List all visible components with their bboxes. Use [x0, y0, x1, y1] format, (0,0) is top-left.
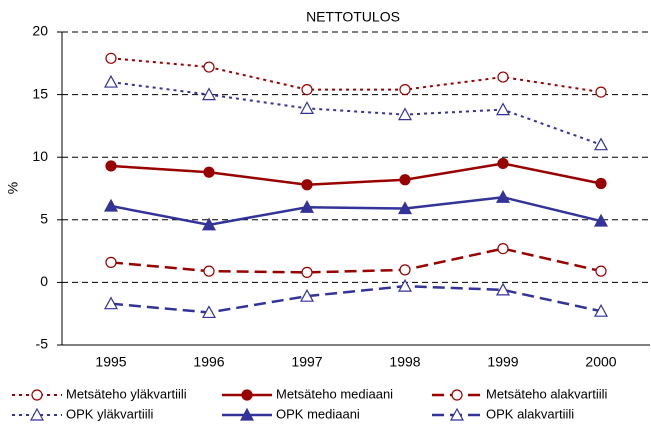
chart-title: NETTOTULOS	[306, 9, 400, 25]
legend-marker	[31, 389, 43, 401]
legend-marker	[451, 389, 463, 401]
series-line	[110, 247, 602, 274]
data-point	[201, 217, 217, 231]
data-point	[593, 213, 609, 227]
data-point	[299, 288, 315, 302]
y-tick-label: -5	[36, 336, 49, 352]
series-line	[110, 162, 602, 186]
data-point	[301, 179, 313, 191]
data-point	[203, 265, 215, 277]
data-point	[201, 87, 217, 101]
y-tick-label: 10	[32, 148, 48, 164]
legend-label: Metsäteho yläkvartiili	[66, 386, 187, 401]
data-point	[103, 74, 119, 88]
data-point	[299, 101, 315, 114]
legend-label: OPK mediaani	[276, 406, 360, 421]
data-point	[397, 278, 413, 292]
legend-marker	[449, 407, 465, 421]
series-line	[110, 81, 602, 146]
data-point	[595, 265, 607, 277]
data-point	[103, 296, 119, 310]
legend-label: OPK alakvartiili	[486, 406, 574, 421]
x-tick-label: 1995	[95, 354, 126, 370]
data-point	[301, 83, 313, 96]
data-point	[105, 256, 117, 268]
series-line	[110, 195, 602, 227]
data-point	[397, 201, 413, 215]
y-tick-label: 0	[40, 273, 48, 289]
data-point	[595, 86, 607, 98]
legend-marker	[241, 389, 253, 401]
data-point	[497, 71, 509, 83]
data-point	[397, 107, 413, 121]
data-point	[497, 242, 509, 255]
x-tick-label: 1996	[193, 354, 224, 370]
y-axis-label: %	[5, 182, 21, 194]
data-point	[301, 266, 313, 278]
x-tick-label: 1997	[291, 354, 322, 370]
data-point	[495, 102, 511, 116]
data-point	[399, 83, 411, 96]
data-point	[203, 166, 215, 178]
legend-label: Metsäteho alakvartiili	[486, 386, 607, 401]
x-tick-label: 1998	[389, 354, 420, 370]
data-point	[299, 200, 315, 213]
data-point	[593, 303, 609, 317]
y-tick-label: 15	[32, 85, 48, 101]
data-point	[495, 282, 511, 296]
x-tick-label: 2000	[585, 354, 616, 370]
data-point	[105, 52, 117, 64]
data-point	[593, 137, 609, 151]
legend-marker	[239, 407, 255, 421]
series-line	[110, 57, 602, 94]
y-tick-label: 20	[32, 23, 48, 39]
legend-marker	[29, 407, 45, 421]
data-point	[103, 198, 119, 212]
data-point	[105, 160, 117, 172]
y-tick-label: 5	[40, 211, 48, 227]
data-point	[203, 61, 215, 73]
data-point	[399, 264, 411, 276]
data-point	[399, 174, 411, 186]
data-point	[497, 157, 509, 170]
legend-label: Metsäteho mediaani	[276, 386, 393, 401]
series-line	[110, 284, 602, 314]
x-tick-label: 1999	[487, 354, 518, 370]
data-point	[595, 177, 607, 190]
data-point	[201, 305, 217, 319]
data-point	[495, 190, 511, 203]
legend-label: OPK yläkvartiili	[66, 406, 154, 421]
